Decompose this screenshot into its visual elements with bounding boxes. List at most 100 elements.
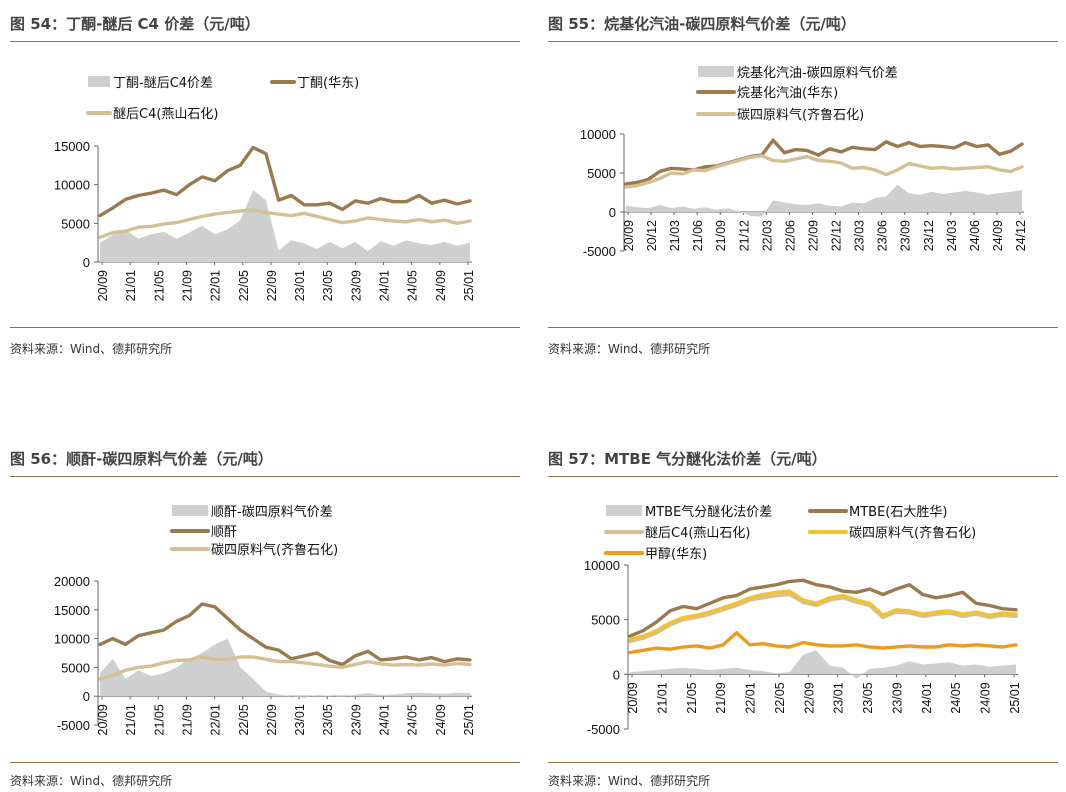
legend-label: 丁酮(华东) xyxy=(297,76,359,91)
chart-54: 0 5000 10000 15000 20/09 21/01 21/05 21/09 22/01… xyxy=(54,76,476,301)
x-tick-label: 21/06 xyxy=(691,220,705,251)
x-tick-label: 23/03 xyxy=(853,220,867,251)
x-tick-label: 23/05 xyxy=(321,270,335,301)
x-tick-label: 20/09 xyxy=(96,704,110,735)
title-rule xyxy=(10,41,520,42)
x-tick-label: 21/12 xyxy=(737,220,751,251)
chart-55: -5000 0 5000 10000 20/09 20/12 21/03 21/06 21/09… xyxy=(580,65,1028,259)
x-tick-label: 22/05 xyxy=(773,682,787,713)
x-tick-label: 23/01 xyxy=(832,682,846,713)
legend-label: 醚后C4(燕山石化) xyxy=(113,107,219,122)
x-tick-label: 23/09 xyxy=(349,270,363,301)
x-tick-label: 20/09 xyxy=(622,220,636,251)
x-tick-label: 21/05 xyxy=(152,704,166,735)
legend-swatch xyxy=(88,76,110,87)
series-area-0 xyxy=(630,650,1016,679)
y-tick-label: -5000 xyxy=(57,718,90,733)
x-tick-label: 21/01 xyxy=(124,704,138,735)
legend-label: 烷基化汽油-碳四原料气价差 xyxy=(737,65,898,81)
y-tick-label: 5000 xyxy=(61,660,90,675)
x-tick-label: 20/09 xyxy=(626,682,640,713)
footer-rule xyxy=(10,327,520,328)
series-area-0 xyxy=(626,184,1022,217)
x-tick-label: 22/05 xyxy=(237,270,251,301)
series-line-1 xyxy=(628,578,1018,638)
x-tick-label: 21/01 xyxy=(655,682,669,713)
y-tick-label: -5000 xyxy=(587,722,620,737)
legend-label: 丁酮-醚后C4价差 xyxy=(113,76,213,91)
title-rule xyxy=(548,476,1058,477)
chart-56: -5000 0 5000 10000 15000 20000 20/09 21/01 21/05… xyxy=(54,504,476,735)
y-tick-label: 0 xyxy=(613,667,620,682)
x-tick-label: 24/01 xyxy=(378,270,392,301)
x-tick-label: 20/09 xyxy=(96,270,110,301)
legend-label: 烷基化汽油(华东) xyxy=(737,86,838,101)
panel-chart-55: 图 55：烷基化汽油-碳四原料气价差（元/吨） -5000 0 5000 10000 2… xyxy=(548,10,1058,360)
y-tick-label: 15000 xyxy=(54,139,90,154)
legend-label: MTBE(石大胜华) xyxy=(849,505,947,520)
x-tick-label: 23/09 xyxy=(890,682,904,713)
y-tick-label: 5000 xyxy=(591,613,620,628)
x-tick-label: 24/09 xyxy=(979,682,993,713)
x-tick-label: 22/01 xyxy=(209,270,223,301)
x-tick-label: 22/01 xyxy=(209,704,223,735)
x-tick-label: 24/01 xyxy=(378,704,392,735)
chart-title: 图 54：丁酮-醚后 C4 价差（元/吨） xyxy=(10,15,260,33)
y-tick-label: 5000 xyxy=(587,166,616,181)
legend-label: 顺酐 xyxy=(211,525,237,540)
source-note: 资料来源：Wind、德邦研究所 xyxy=(548,342,711,356)
footer-rule xyxy=(10,762,520,763)
x-tick-label: 21/03 xyxy=(668,220,682,251)
legend-label: 碳四原料气(齐鲁石化) xyxy=(737,107,864,123)
panel-chart-54: 图 54：丁酮-醚后 C4 价差（元/吨） 0 5000 10000 15000 20/… xyxy=(10,10,520,360)
series-line-3 xyxy=(628,589,1018,641)
x-tick-label: 21/09 xyxy=(180,270,194,301)
chart-title: 图 56：顺酐-碳四原料气价差（元/吨） xyxy=(10,450,273,468)
y-tick-label: 15000 xyxy=(54,603,90,618)
legend-label: MTBE气分醚化法价差 xyxy=(645,504,772,520)
y-tick-label: 0 xyxy=(83,255,90,270)
x-tick-label: 20/12 xyxy=(645,220,659,251)
x-tick-label: 24/06 xyxy=(968,220,982,251)
title-rule xyxy=(548,41,1058,42)
x-tick-label: 22/09 xyxy=(265,704,279,735)
x-tick-label: 24/03 xyxy=(945,220,959,251)
x-tick-label: 22/06 xyxy=(783,220,797,251)
x-tick-label: 23/05 xyxy=(321,704,335,735)
x-tick-label: 21/01 xyxy=(124,270,138,301)
series-line-2 xyxy=(98,208,472,239)
legend-swatch xyxy=(172,505,208,516)
series-line-2 xyxy=(628,592,1018,644)
y-tick-label: -5000 xyxy=(583,244,616,259)
x-tick-label: 22/05 xyxy=(237,704,251,735)
source-note: 资料来源：Wind、德邦研究所 xyxy=(10,774,173,788)
legend-label: 醚后C4(燕山石化) xyxy=(645,526,751,541)
footer-rule xyxy=(548,762,1058,763)
x-tick-label: 24/05 xyxy=(949,682,963,713)
x-tick-label: 23/09 xyxy=(349,704,363,735)
x-tick-label: 21/09 xyxy=(714,682,728,713)
chart-title: 图 57：MTBE 气分醚化法价差（元/吨） xyxy=(548,450,827,468)
source-note: 资料来源：Wind、德邦研究所 xyxy=(548,774,711,788)
x-tick-label: 21/09 xyxy=(714,220,728,251)
x-tick-label: 24/12 xyxy=(1014,220,1028,251)
x-tick-label: 21/05 xyxy=(685,682,699,713)
x-tick-label: 25/01 xyxy=(1008,682,1022,713)
source-note: 资料来源：Wind、德邦研究所 xyxy=(10,342,173,356)
x-tick-label: 22/09 xyxy=(806,220,820,251)
y-tick-label: 10000 xyxy=(54,178,90,193)
x-tick-label: 23/06 xyxy=(876,220,890,251)
y-tick-label: 20000 xyxy=(54,574,90,589)
y-tick-label: 0 xyxy=(83,689,90,704)
x-tick-label: 23/01 xyxy=(293,704,307,735)
x-tick-label: 23/05 xyxy=(861,682,875,713)
y-tick-label: 0 xyxy=(609,205,616,220)
x-tick-label: 25/01 xyxy=(462,270,476,301)
y-tick-label: 10000 xyxy=(54,632,90,647)
panel-chart-57: 图 57：MTBE 气分醚化法价差（元/吨） -5000 0 5000 10000 20… xyxy=(548,445,1058,792)
legend-label: 顺酐-碳四原料气价差 xyxy=(211,504,333,520)
x-tick-label: 22/01 xyxy=(744,682,758,713)
legend-label: 碳四原料气(齐鲁石化) xyxy=(211,542,338,558)
legend-label: 碳四原料气(齐鲁石化) xyxy=(849,525,976,541)
legend-swatch xyxy=(698,66,734,77)
